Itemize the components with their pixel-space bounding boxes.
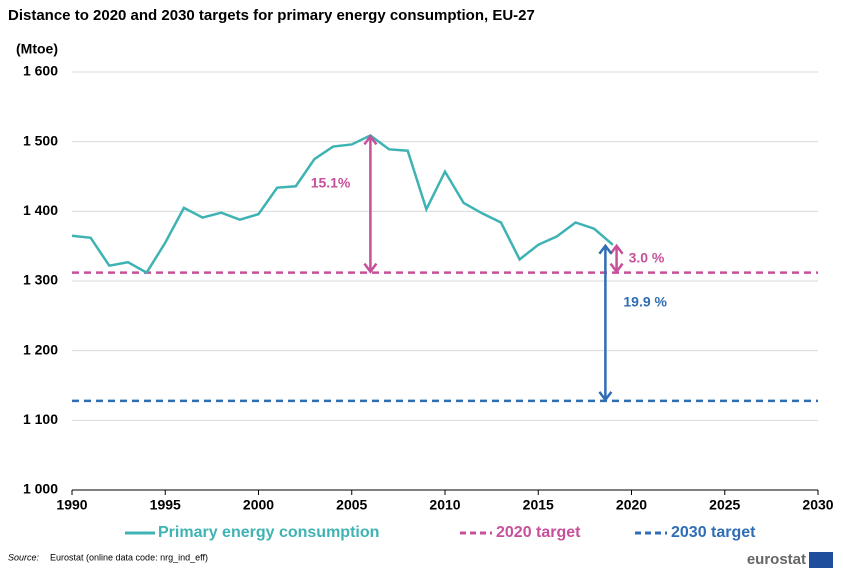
x-tick-label: 2015 bbox=[523, 497, 554, 513]
series-line bbox=[71, 133, 614, 275]
y-tick-label: 1 200 bbox=[23, 341, 58, 357]
x-tick-label: 2010 bbox=[429, 497, 460, 513]
arrow-head bbox=[363, 262, 378, 274]
legend-label: 2020 target bbox=[496, 524, 581, 541]
x-tick-label: 2005 bbox=[336, 497, 367, 513]
source-label: Source: bbox=[8, 552, 40, 562]
x-tick-label: 1990 bbox=[56, 497, 87, 513]
arrow-head bbox=[609, 243, 624, 255]
logo: eurostat bbox=[747, 551, 806, 568]
arrow-head bbox=[363, 134, 378, 146]
source: Eurostat (online data code: nrg_ind_eff) bbox=[50, 552, 208, 562]
annotation: 19.9 % bbox=[623, 294, 667, 310]
y-tick-label: 1 600 bbox=[23, 63, 58, 79]
arrow-head bbox=[598, 391, 613, 402]
y-tick-label: 1 400 bbox=[23, 202, 58, 218]
chart-title: Distance to 2020 and 2030 targets for pr… bbox=[8, 7, 535, 24]
y-tick-label: 1 100 bbox=[23, 411, 58, 427]
logo-flag bbox=[809, 552, 833, 568]
x-tick-label: 2025 bbox=[709, 497, 740, 513]
x-tick-label: 2000 bbox=[243, 497, 274, 513]
x-tick-label: 2030 bbox=[802, 497, 833, 513]
legend-label: 2030 target bbox=[671, 524, 756, 541]
arrow-head bbox=[598, 243, 613, 255]
y-tick-label: 1 300 bbox=[23, 272, 58, 288]
y-axis-label: (Mtoe) bbox=[16, 41, 58, 57]
x-tick-label: 1995 bbox=[150, 497, 181, 513]
annotation: 15.1% bbox=[311, 175, 351, 191]
legend-label: Primary energy consumption bbox=[158, 524, 379, 541]
arrow-head bbox=[609, 262, 624, 274]
y-tick-label: 1 000 bbox=[23, 481, 58, 497]
x-tick-label: 2020 bbox=[616, 497, 647, 513]
y-tick-label: 1 500 bbox=[23, 132, 58, 148]
annotation: 3.0 % bbox=[629, 249, 665, 265]
